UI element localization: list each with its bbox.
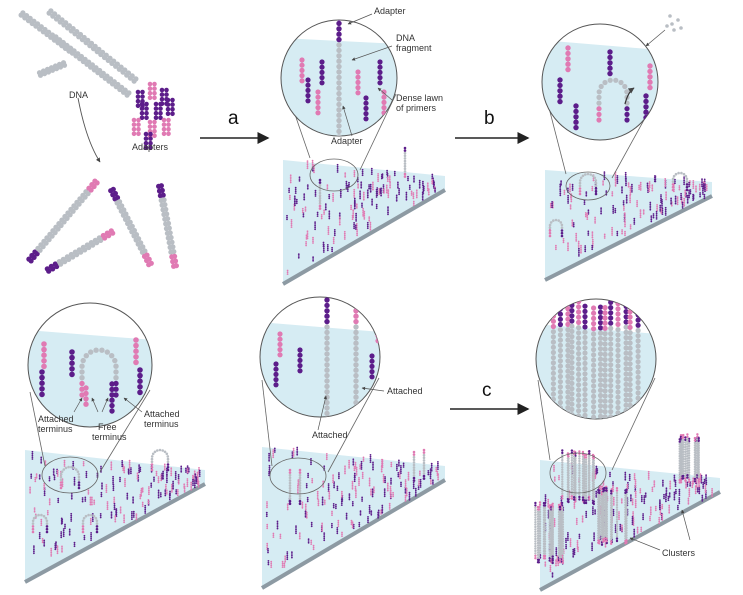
free-adapters [132,82,175,150]
raw-dna-fragments [19,8,139,97]
surface-panel-d [262,447,445,588]
label-attached-terminus-right-line2: terminus [144,419,179,429]
label-dna-fragment-line1: DNA [396,33,415,43]
label-free-terminus-line1: Free [98,422,117,432]
label-adapter-bottom: Adapter [331,136,363,146]
label-clusters: Clusters [662,548,695,558]
label-dense-lawn-line2: of primers [396,103,436,113]
label-attached-terminus-left-line2: terminus [38,424,73,434]
label-adapters: Adapters [132,142,168,152]
free-nucleotides [665,14,683,32]
step-label-c: c [482,380,492,402]
label-dna-fragment-line2: fragment [396,43,432,53]
label-attached-left: Attached [312,430,348,440]
label-adapter-top: Adapter [374,6,406,16]
step-label-b: b [484,108,495,130]
adapter-ligated-fragments [26,179,179,274]
label-attached-right: Attached [387,386,423,396]
step-label-a: a [228,108,239,130]
label-dense-lawn-line1: Dense lawn [396,93,443,103]
label-free-terminus-line2: terminus [92,432,127,442]
label-dna: DNA [69,90,88,100]
label-attached-terminus-right-line1: Attached [144,409,180,419]
label-attached-terminus-left-line1: Attached [38,414,74,424]
surface-panel-a [283,160,445,284]
